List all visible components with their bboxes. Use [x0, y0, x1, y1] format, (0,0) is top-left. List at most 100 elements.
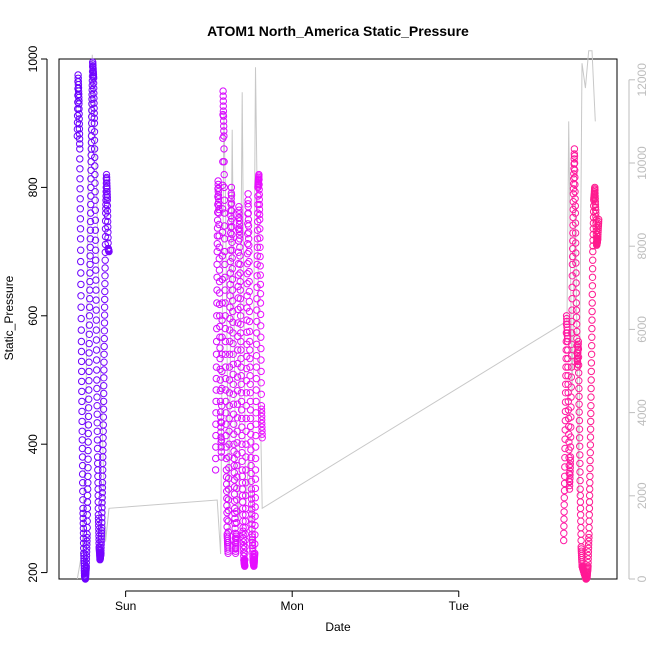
data-point — [228, 265, 237, 273]
data-point — [227, 199, 236, 207]
data-point — [219, 102, 228, 110]
data-point — [572, 249, 580, 257]
data-point — [233, 387, 242, 395]
data-point — [100, 311, 109, 319]
data-point — [100, 366, 108, 374]
right-axis-tick-label: 8000 — [635, 233, 649, 260]
data-point — [255, 195, 263, 204]
data-point — [232, 507, 241, 515]
data-point — [92, 316, 101, 324]
data-point — [78, 427, 86, 435]
data-point — [584, 558, 592, 567]
data-point — [92, 336, 101, 344]
data-point — [247, 469, 255, 478]
data-point — [85, 367, 93, 376]
data-point — [79, 496, 87, 504]
data-point — [570, 175, 578, 183]
data-point — [257, 356, 265, 364]
data-point — [223, 494, 231, 503]
data-point — [574, 361, 583, 369]
data-point — [594, 220, 603, 228]
data-point — [220, 183, 229, 192]
data-point — [232, 534, 240, 542]
data-point — [585, 511, 593, 519]
data-point — [231, 509, 239, 518]
data-point — [91, 162, 99, 170]
data-point — [97, 526, 106, 535]
left-axis-tick-label: 400 — [26, 434, 40, 454]
data-point — [242, 479, 250, 487]
data-point — [233, 439, 241, 447]
data-point — [568, 260, 577, 269]
data-point — [573, 342, 581, 350]
data-point — [224, 517, 233, 525]
data-point — [256, 215, 264, 224]
data-point — [212, 374, 221, 383]
data-point — [574, 345, 583, 353]
data-point — [103, 207, 112, 215]
data-point — [256, 243, 264, 252]
data-point — [586, 485, 594, 493]
data-point — [572, 259, 580, 267]
data-point — [85, 377, 93, 385]
data-point — [574, 340, 582, 348]
data-point — [103, 182, 111, 190]
data-point — [239, 541, 248, 550]
data-point — [595, 215, 603, 224]
data-point — [233, 450, 241, 458]
data-point — [587, 359, 596, 367]
data-point — [91, 226, 100, 234]
data-points-layer — [73, 58, 603, 583]
data-point — [103, 176, 111, 185]
data-point — [585, 533, 593, 542]
data-point — [246, 346, 254, 354]
data-point — [256, 262, 264, 270]
data-point — [217, 428, 225, 436]
data-point — [255, 170, 263, 179]
data-point — [252, 363, 261, 371]
data-point — [234, 346, 242, 354]
data-point — [76, 195, 84, 203]
data-point — [564, 372, 572, 380]
data-point — [572, 289, 580, 297]
data-point — [228, 254, 236, 262]
data-point — [572, 299, 580, 307]
data-point — [243, 280, 251, 288]
data-point — [92, 306, 100, 314]
data-point — [576, 459, 584, 468]
data-point — [85, 395, 93, 403]
data-point — [591, 203, 600, 212]
data-point — [228, 230, 236, 239]
data-point — [245, 257, 253, 266]
data-point — [76, 205, 85, 213]
data-point — [238, 440, 246, 448]
data-point — [239, 538, 248, 546]
data-point — [233, 484, 241, 493]
data-point — [588, 265, 597, 273]
data-point — [219, 97, 228, 105]
data-point — [251, 454, 260, 463]
data-point — [567, 373, 576, 381]
data-point — [577, 530, 585, 538]
right-axis-tick-label: 4000 — [635, 399, 649, 426]
data-point — [216, 397, 225, 406]
data-point — [220, 235, 229, 243]
data-point — [256, 271, 264, 279]
data-point — [76, 175, 84, 183]
data-point — [570, 152, 579, 160]
right-axis-tick-label: 2000 — [635, 482, 649, 509]
data-point — [249, 544, 257, 552]
data-point — [568, 295, 576, 303]
data-point — [589, 256, 597, 264]
data-point — [235, 224, 244, 232]
data-point — [89, 74, 98, 83]
data-point — [566, 453, 575, 461]
data-point — [225, 376, 234, 384]
data-point — [238, 457, 246, 465]
data-point — [585, 498, 594, 506]
data-point — [78, 407, 86, 416]
data-point — [233, 461, 241, 470]
data-point — [87, 166, 95, 175]
data-point — [234, 271, 243, 279]
